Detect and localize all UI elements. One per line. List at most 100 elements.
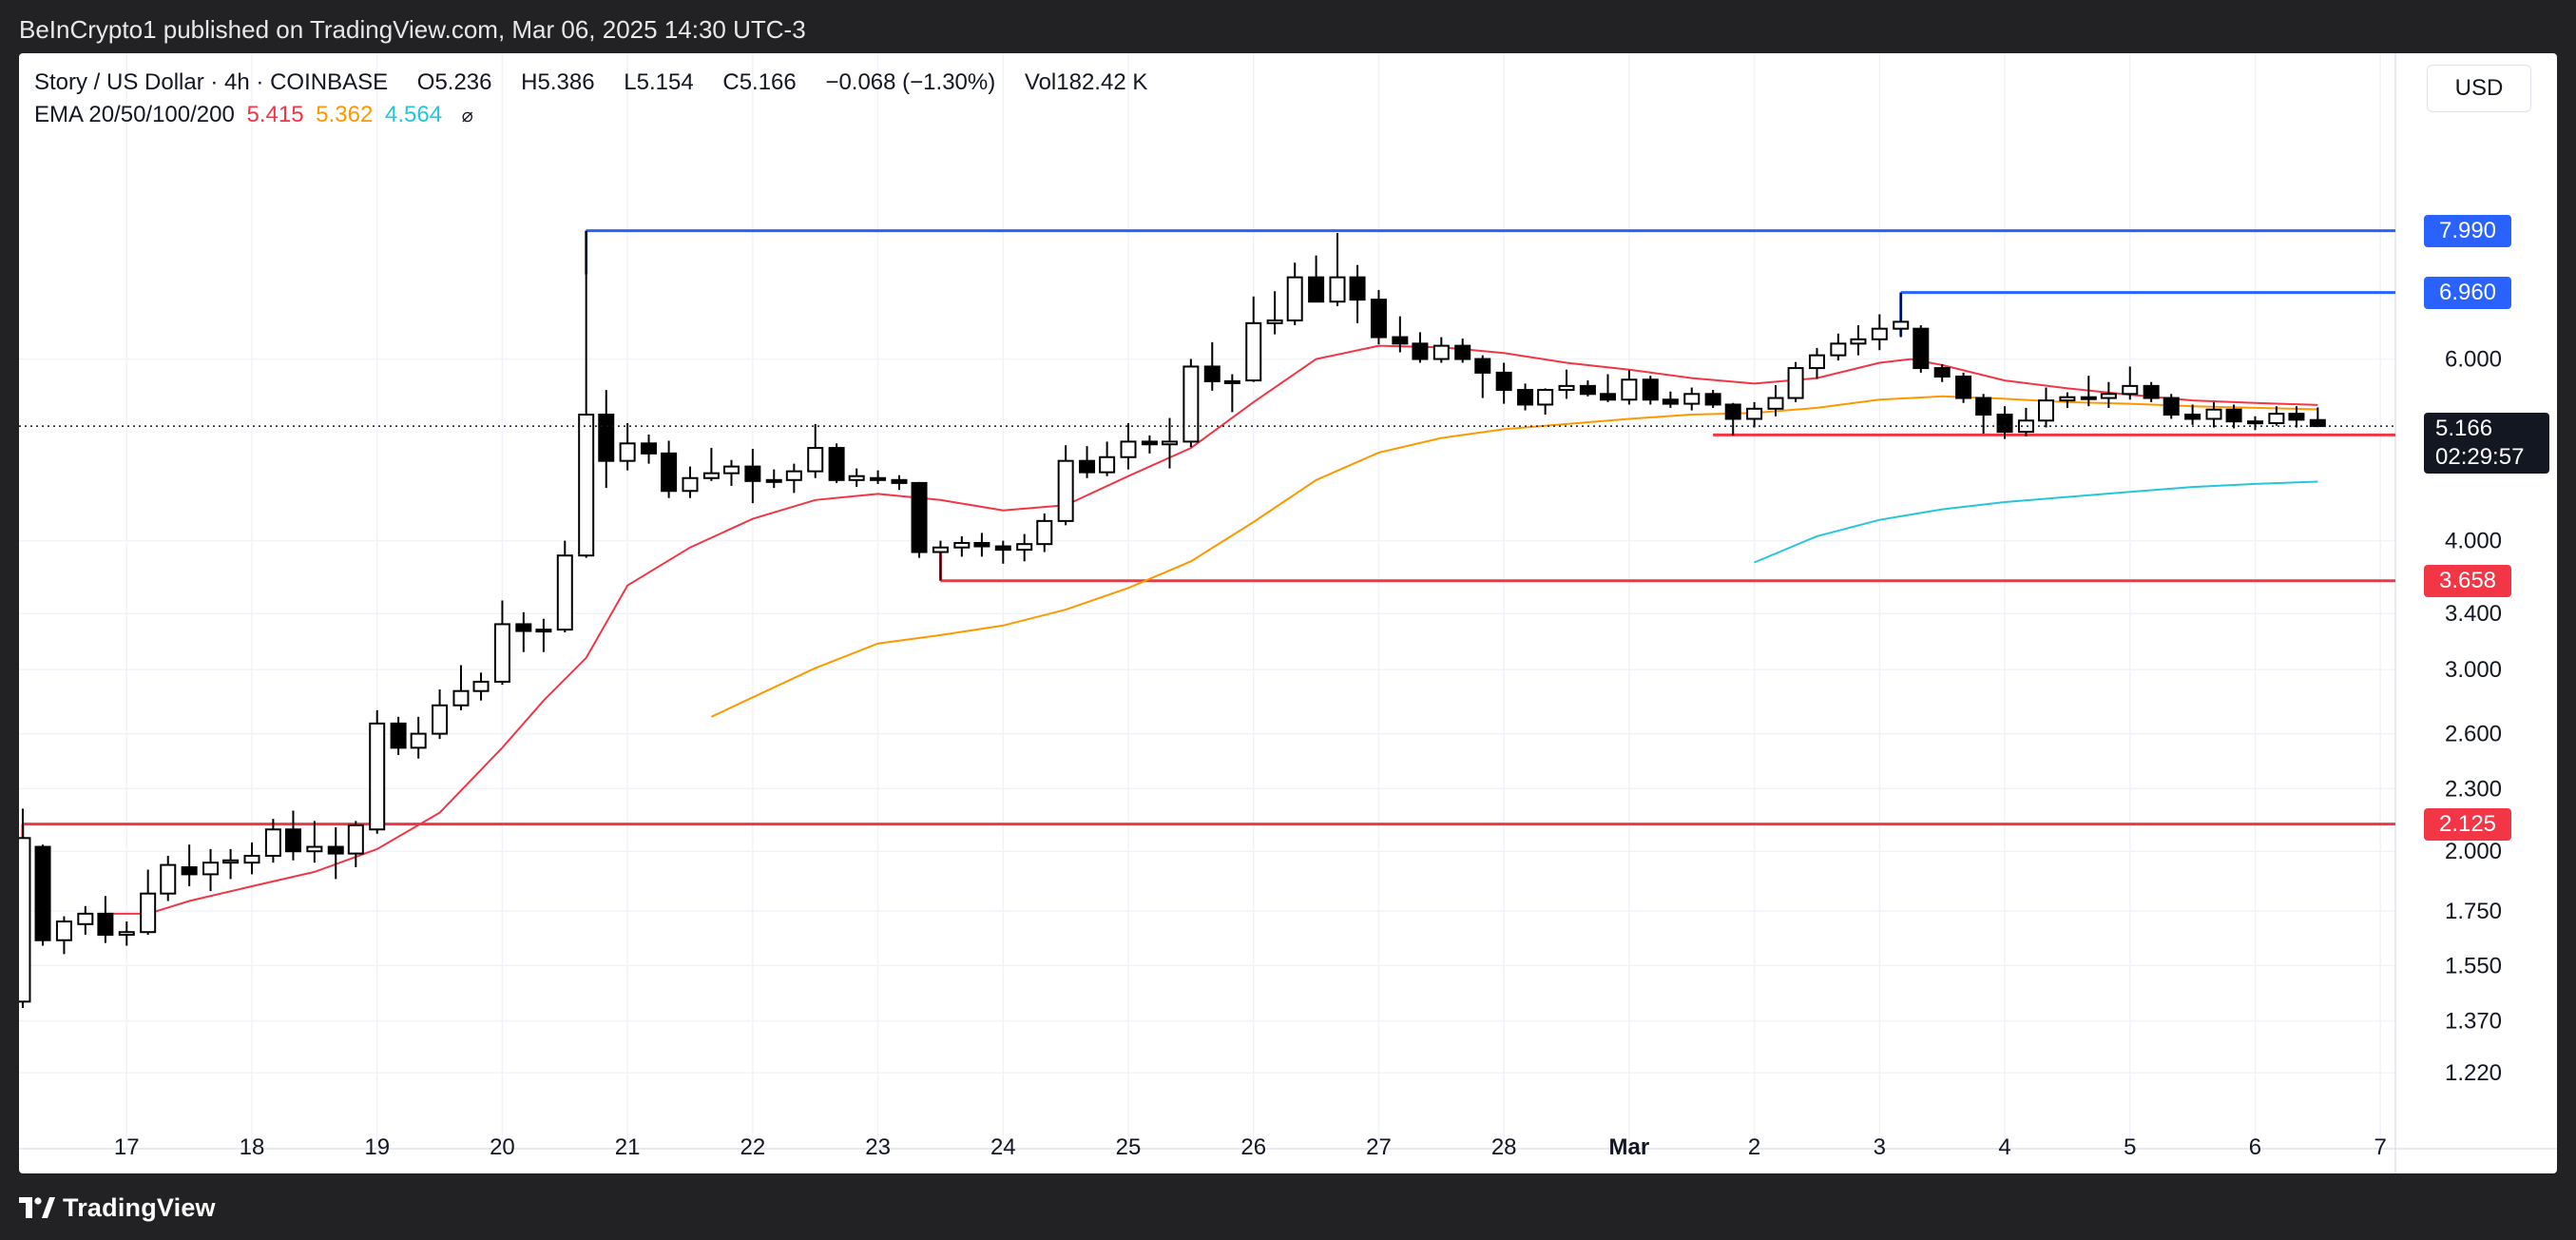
candle-down[interactable] [1308,276,1325,303]
candle-up[interactable] [1830,342,1847,357]
candle-up[interactable] [765,478,782,483]
candle-down[interactable] [891,478,908,484]
candle-down[interactable] [1933,367,1951,378]
candle-up[interactable] [222,859,240,864]
candle-down[interactable] [1079,459,1096,474]
candle-down[interactable] [1454,344,1471,360]
candle-down[interactable] [2288,413,2305,421]
candle-up[interactable] [578,414,595,557]
candle-down[interactable] [1495,371,1512,392]
candle-up[interactable] [118,931,135,937]
candle-up[interactable] [306,845,323,853]
candle-down[interactable] [1704,393,1721,406]
candle-up[interactable] [1787,367,1804,399]
candle-down[interactable] [1955,375,1972,399]
candle-down[interactable] [1599,393,1616,401]
candle-up[interactable] [556,554,573,631]
candle-down[interactable] [1223,379,1240,384]
candle-down[interactable] [2225,408,2242,423]
candle-up[interactable] [1286,276,1303,321]
candle-up[interactable] [2059,396,2076,402]
candle-down[interactable] [97,912,114,937]
candle-down[interactable] [1642,378,1659,401]
symbol-title[interactable]: Story / US Dollar · 4h · COINBASE [34,69,389,95]
candle-down[interactable] [1579,384,1596,396]
candle-up[interactable] [2100,393,2117,399]
ema-label[interactable]: EMA 20/50/100/200 [34,102,235,127]
candle-up[interactable] [807,447,824,473]
chart-panel[interactable]: 6.000 4.000 3.400 3.000 2.600 2.300 2.000 1.750… [19,53,2557,1173]
candle-down[interactable] [1474,358,1491,374]
candle-up[interactable] [1808,354,1825,370]
candle-down[interactable] [1412,342,1429,360]
candle-up[interactable] [1767,397,1784,410]
candle-up[interactable] [1161,440,1178,446]
candle-down[interactable] [2080,396,2097,400]
candle-down[interactable] [284,828,301,853]
candle-up[interactable] [347,823,364,855]
candle-up[interactable] [702,472,720,479]
candle-down[interactable] [1724,403,1741,420]
candle-up[interactable] [2122,384,2139,396]
candle-down[interactable] [994,545,1011,552]
candle-up[interactable] [369,722,386,831]
candle-up[interactable] [1057,459,1074,522]
candle-up[interactable] [1120,440,1137,458]
candle-down[interactable] [1392,336,1409,345]
candle-up[interactable] [848,475,865,481]
candle-up[interactable] [1016,543,1033,552]
candle-up[interactable] [19,837,31,1003]
candle-up[interactable] [785,470,802,481]
candle-down[interactable] [515,623,532,632]
candle-down[interactable] [1349,276,1366,301]
candle-down[interactable] [34,845,51,941]
candle-down[interactable] [2184,414,2201,420]
candle-up[interactable] [55,920,72,941]
candle-down[interactable] [1975,397,1992,417]
candle-up[interactable] [2205,408,2222,420]
candle-down[interactable] [2163,397,2180,417]
candle-up[interactable] [410,732,427,749]
candle-down[interactable] [1662,398,1679,405]
candle-up[interactable] [1329,276,1346,303]
candle-up[interactable] [1245,321,1262,382]
candle-up[interactable] [1432,344,1450,360]
candle-up[interactable] [1558,384,1575,392]
candle-down[interactable] [1203,365,1221,382]
candle-up[interactable] [1036,519,1053,546]
candle-up[interactable] [1621,378,1638,401]
candle-up[interactable] [953,541,971,549]
candle-down[interactable] [973,541,990,548]
candle-up[interactable] [264,828,281,857]
candle-up[interactable] [2268,413,2285,424]
candle-up[interactable] [619,442,636,462]
candle-down[interactable] [598,414,615,462]
candle-up[interactable] [493,623,510,683]
candle-up[interactable] [202,862,220,876]
candle-down[interactable] [327,845,344,855]
candle-up[interactable] [932,546,949,553]
candle-down[interactable] [661,452,678,493]
candle-down[interactable] [2309,418,2326,428]
candle-up[interactable] [432,704,449,735]
candle-down[interactable] [1517,389,1534,406]
candle-up[interactable] [472,680,490,692]
candle-down[interactable] [2246,420,2263,425]
candle-down[interactable] [744,465,761,482]
candle-up[interactable] [1099,455,1116,474]
candle-up[interactable] [160,863,177,895]
candle-up[interactable] [1683,393,1701,405]
candle-down[interactable] [828,447,845,481]
candle-down[interactable] [1370,299,1387,339]
candle-up[interactable] [452,689,470,707]
candle-down[interactable] [911,481,928,553]
candle-up[interactable] [535,629,552,633]
candle-up[interactable] [1850,338,1867,345]
candle-up[interactable] [1266,319,1283,324]
candle-down[interactable] [641,442,658,455]
candle-up[interactable] [140,892,157,934]
candle-up[interactable] [682,476,699,493]
candle-up[interactable] [1893,320,1910,330]
candle-down[interactable] [1141,440,1158,446]
candle-down[interactable] [1996,414,2013,434]
